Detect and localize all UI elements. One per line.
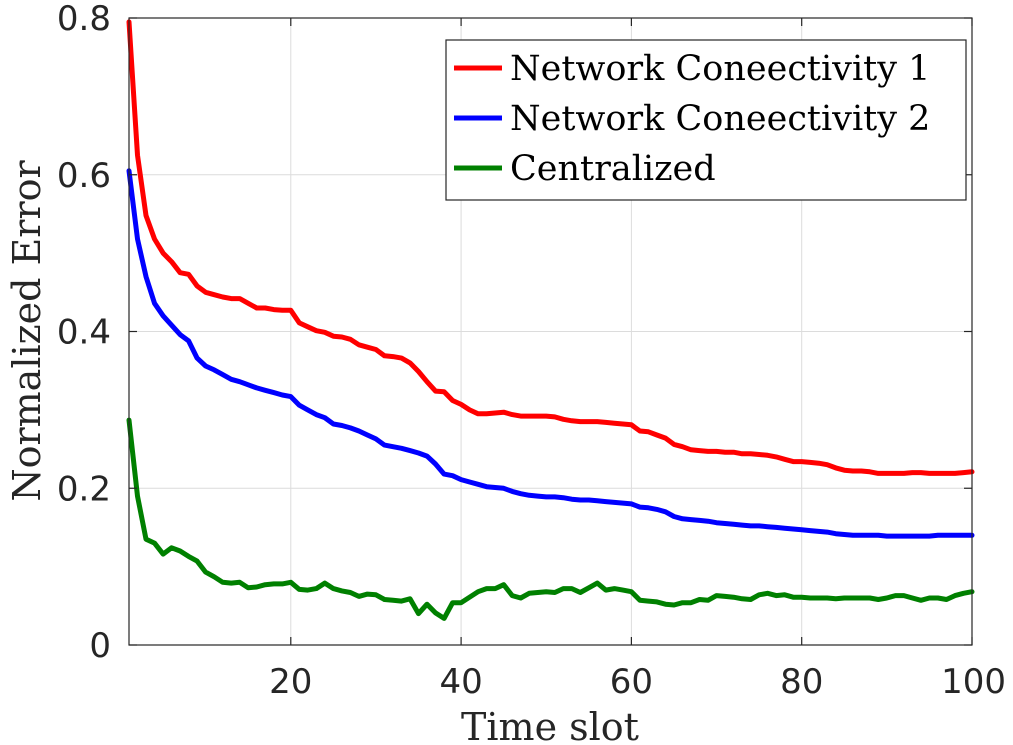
y-tick-label: 0.6 (57, 156, 111, 196)
x-tick-label: 60 (610, 662, 653, 702)
x-axis-label: Time slot (461, 705, 639, 745)
x-tick-labels: 20 40 60 80 100 (269, 662, 1006, 702)
legend-box (445, 39, 967, 201)
x-tick-label: 20 (269, 662, 312, 702)
x-tick-label: 100 (941, 662, 1006, 702)
series-line-2 (126, 168, 975, 539)
legend-label-2: Network Coneectivity 2 (510, 99, 930, 139)
y-tick-label: 0.8 (57, 0, 111, 39)
legend: Network Coneectivity 1 Network Coneectivi… (445, 39, 967, 201)
ticks (129, 17, 973, 646)
series-layer (126, 19, 975, 621)
y-tick-label: 0.4 (57, 313, 111, 353)
y-tick-label: 0.2 (57, 469, 111, 509)
series-line-1 (126, 19, 975, 476)
series-line-3 (126, 417, 975, 621)
x-tick-label: 80 (780, 662, 823, 702)
legend-label-1: Network Coneectivity 1 (510, 49, 930, 89)
x-tick-label: 40 (439, 662, 482, 702)
y-tick-label: 0 (89, 626, 111, 666)
y-axis-label: Normalized Error (5, 160, 49, 502)
y-tick-labels: 0 0.2 0.4 0.6 0.8 (57, 0, 111, 666)
legend-label-3: Centralized (510, 149, 716, 189)
